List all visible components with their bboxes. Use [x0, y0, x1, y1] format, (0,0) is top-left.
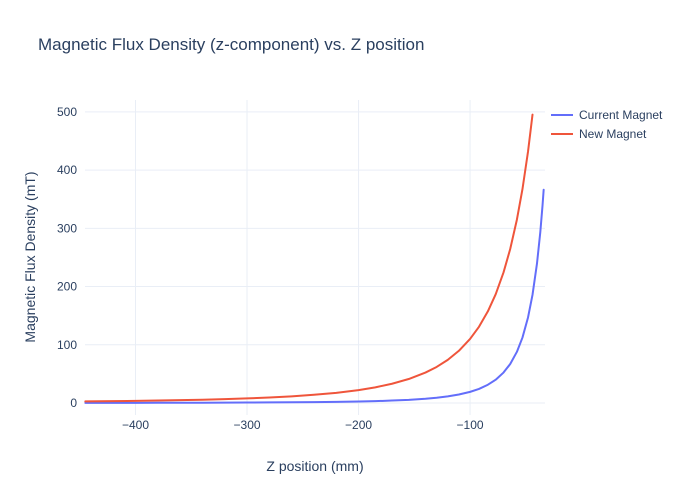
legend-item-new-magnet[interactable]: New Magnet	[551, 124, 662, 143]
legend-swatch-new-magnet	[551, 132, 573, 135]
chart-title: Magnetic Flux Density (z-component) vs. …	[38, 35, 425, 54]
series-line-new-magnet[interactable]	[84, 113, 534, 403]
y-tick-label: 400	[57, 163, 77, 177]
y-tick-label: 500	[57, 105, 77, 119]
y-axis-title: Magnetic Flux Density (mT)	[22, 171, 38, 343]
y-tick-label: 0	[70, 396, 77, 410]
legend-swatch-current-magnet	[551, 113, 573, 116]
y-tick-label: 300	[57, 221, 77, 235]
legend-label-new-magnet: New Magnet	[579, 126, 647, 141]
x-axis-title: Z position (mm)	[266, 458, 364, 474]
legend: Current Magnet New Magnet	[551, 105, 662, 143]
legend-item-current-magnet[interactable]: Current Magnet	[551, 105, 662, 124]
x-tick-label: −300	[234, 418, 261, 432]
x-tick-label: −400	[122, 418, 149, 432]
x-tick-label: −200	[345, 418, 372, 432]
y-tick-label: 200	[57, 280, 77, 294]
x-tick-label: −100	[457, 418, 484, 432]
series-line-current-magnet[interactable]	[84, 188, 545, 404]
legend-label-current-magnet: Current Magnet	[579, 107, 663, 122]
y-tick-label: 100	[57, 338, 77, 352]
